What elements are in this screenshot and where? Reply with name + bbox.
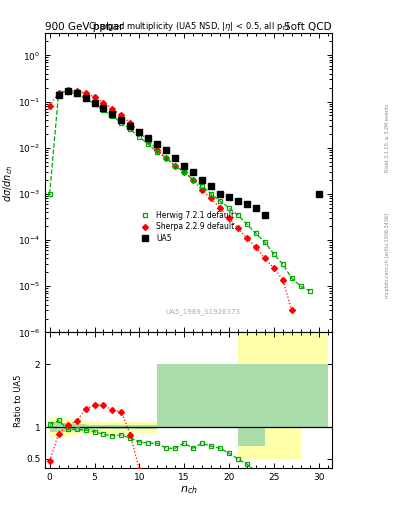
UA5	[65, 88, 70, 94]
Herwig 7.2.1 default	[164, 155, 169, 161]
Y-axis label: Ratio to UA5: Ratio to UA5	[14, 374, 23, 426]
Herwig 7.2.1 default	[263, 239, 267, 245]
Sherpa 2.2.9 default	[173, 163, 178, 169]
Sherpa 2.2.9 default	[218, 205, 222, 211]
Sherpa 2.2.9 default	[191, 177, 195, 183]
Sherpa 2.2.9 default	[92, 94, 97, 100]
Herwig 7.2.1 default	[92, 101, 97, 107]
UA5	[244, 201, 249, 207]
X-axis label: $n_{ch}$: $n_{ch}$	[180, 484, 198, 496]
Sherpa 2.2.9 default	[253, 244, 258, 250]
Sherpa 2.2.9 default	[244, 235, 249, 241]
UA5	[235, 198, 240, 204]
Herwig 7.2.1 default	[155, 149, 160, 155]
UA5	[218, 191, 222, 197]
UA5	[119, 117, 124, 123]
Sherpa 2.2.9 default	[155, 147, 160, 153]
Herwig 7.2.1 default	[289, 275, 294, 281]
UA5	[137, 129, 142, 135]
Sherpa 2.2.9 default	[263, 255, 267, 262]
Sherpa 2.2.9 default	[119, 112, 124, 118]
Sherpa 2.2.9 default	[74, 89, 79, 95]
Herwig 7.2.1 default	[235, 212, 240, 218]
UA5	[263, 212, 267, 218]
Sherpa 2.2.9 default	[65, 87, 70, 93]
Herwig 7.2.1 default	[110, 113, 115, 119]
Line: Sherpa 2.2.9 default: Sherpa 2.2.9 default	[48, 88, 294, 312]
Herwig 7.2.1 default	[272, 251, 276, 257]
Herwig 7.2.1 default	[253, 230, 258, 237]
Sherpa 2.2.9 default	[209, 195, 213, 201]
Herwig 7.2.1 default	[146, 141, 151, 147]
Herwig 7.2.1 default	[244, 221, 249, 227]
UA5	[128, 122, 133, 129]
Sherpa 2.2.9 default	[47, 103, 52, 109]
Sherpa 2.2.9 default	[272, 265, 276, 271]
Herwig 7.2.1 default	[307, 288, 312, 294]
UA5	[316, 191, 321, 197]
UA5	[227, 194, 231, 200]
UA5	[56, 92, 61, 98]
Sherpa 2.2.9 default	[235, 225, 240, 231]
Herwig 7.2.1 default	[101, 107, 106, 113]
UA5	[155, 141, 160, 147]
Line: Herwig 7.2.1 default: Herwig 7.2.1 default	[47, 89, 312, 293]
Text: Soft QCD: Soft QCD	[285, 22, 332, 32]
Sherpa 2.2.9 default	[137, 129, 142, 135]
Herwig 7.2.1 default	[191, 177, 195, 183]
Sherpa 2.2.9 default	[110, 105, 115, 112]
Herwig 7.2.1 default	[200, 183, 204, 189]
UA5	[92, 99, 97, 105]
Herwig 7.2.1 default	[298, 283, 303, 289]
Sherpa 2.2.9 default	[83, 90, 88, 96]
Herwig 7.2.1 default	[218, 198, 222, 204]
Sherpa 2.2.9 default	[146, 138, 151, 144]
UA5	[101, 105, 106, 111]
Sherpa 2.2.9 default	[200, 187, 204, 194]
UA5	[209, 183, 213, 189]
Herwig 7.2.1 default	[119, 119, 124, 125]
UA5	[74, 90, 79, 96]
Text: UA5_1989_S1926373: UA5_1989_S1926373	[165, 308, 241, 314]
Herwig 7.2.1 default	[74, 91, 79, 97]
UA5	[200, 177, 204, 183]
Text: mcplots.cern.ch [arXiv:1306.3436]: mcplots.cern.ch [arXiv:1306.3436]	[385, 214, 389, 298]
Sherpa 2.2.9 default	[289, 307, 294, 313]
UA5	[83, 95, 88, 101]
Sherpa 2.2.9 default	[56, 90, 61, 96]
Sherpa 2.2.9 default	[164, 155, 169, 161]
Sherpa 2.2.9 default	[281, 276, 285, 283]
UA5	[182, 163, 187, 169]
UA5	[253, 205, 258, 211]
Legend: Herwig 7.2.1 default, Sherpa 2.2.9 default, UA5: Herwig 7.2.1 default, Sherpa 2.2.9 defau…	[135, 209, 237, 245]
Y-axis label: $d\sigma/dn_{ch}$: $d\sigma/dn_{ch}$	[1, 164, 15, 202]
Herwig 7.2.1 default	[182, 169, 187, 175]
UA5	[191, 169, 195, 175]
UA5	[164, 147, 169, 153]
Title: Charged multiplicity (UA5 NSD, $|\eta|$ < 0.5, all p$_T$): Charged multiplicity (UA5 NSD, $|\eta|$ …	[88, 20, 290, 33]
Herwig 7.2.1 default	[137, 134, 142, 140]
Herwig 7.2.1 default	[173, 163, 178, 169]
Herwig 7.2.1 default	[128, 126, 133, 133]
Sherpa 2.2.9 default	[182, 169, 187, 175]
Sherpa 2.2.9 default	[101, 99, 106, 105]
Sherpa 2.2.9 default	[227, 215, 231, 221]
Herwig 7.2.1 default	[209, 191, 213, 197]
Herwig 7.2.1 default	[47, 191, 52, 197]
Herwig 7.2.1 default	[281, 261, 285, 267]
Line: UA5: UA5	[55, 88, 322, 218]
Herwig 7.2.1 default	[83, 96, 88, 102]
Herwig 7.2.1 default	[227, 205, 231, 211]
Sherpa 2.2.9 default	[128, 120, 133, 126]
Herwig 7.2.1 default	[65, 89, 70, 95]
Text: 900 GeV ppbar: 900 GeV ppbar	[45, 22, 123, 32]
UA5	[146, 135, 151, 141]
Herwig 7.2.1 default	[56, 90, 61, 96]
UA5	[173, 155, 178, 161]
Text: Rivet 3.1.10, ≥ 3.2M events: Rivet 3.1.10, ≥ 3.2M events	[385, 104, 389, 173]
UA5	[110, 111, 115, 117]
